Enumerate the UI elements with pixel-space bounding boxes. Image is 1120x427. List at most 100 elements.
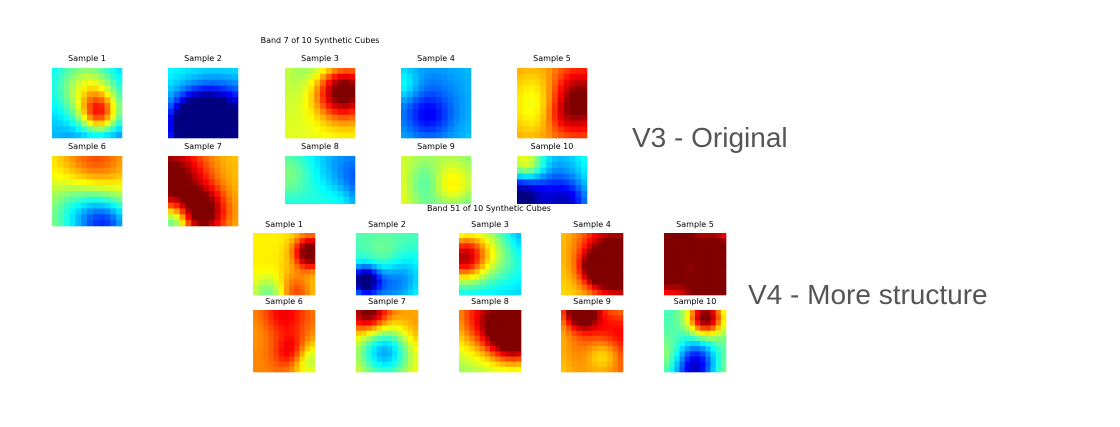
heatmap-cell [528,196,535,203]
heatmap-cell [412,233,419,239]
heatmap-cell [669,248,675,254]
heatmap-cell [232,114,239,121]
heatmap-cell [185,120,192,127]
heatmap-cell [479,264,486,270]
heatmap-cell [220,91,227,98]
heatmap-cell [674,269,680,275]
heatmap-cell [679,264,685,270]
heatmap-cell [397,320,403,326]
heatmap-cell [617,335,624,342]
heatmap-cell [515,325,522,331]
heatmap-cell [268,330,274,337]
heatmap-cell [57,196,64,203]
heatmap-cell [563,103,570,110]
heatmap-cell [705,233,711,239]
heatmap-cell [715,258,722,265]
heatmap-cell [232,167,239,174]
heatmap-cell [110,73,117,80]
heatmap-cell [81,185,88,192]
heatmap-cell [510,238,517,244]
heatmap-cell [226,179,233,186]
heatmap-cell [586,366,593,373]
heatmap-cell [517,179,524,186]
heatmap-cell [302,108,309,115]
heatmap-cell [561,335,567,342]
heatmap-cell [522,179,529,186]
heatmap-cell [441,91,448,98]
heatmap-cell [214,85,221,92]
heatmap-cell [546,103,553,110]
heatmap-cell [197,191,204,198]
heatmap-cell [602,274,608,280]
heatmap-cell [104,91,111,98]
heatmap-cell [607,351,613,357]
heatmap-cell [232,196,239,203]
heatmap-cell [331,103,338,110]
heatmap-cell [469,258,475,265]
heatmap-cell [710,315,716,321]
heatmap-cell [720,264,727,270]
heatmap-cell [561,315,567,321]
heatmap-cell [500,356,506,362]
heatmap-cell [397,330,403,337]
heatmap-cell [69,79,76,86]
heatmap-cell [495,233,501,239]
heatmap-cell [617,269,624,275]
heatmap-cell [515,279,522,285]
heatmap-cell [232,97,239,104]
heatmap-cell [534,120,541,127]
heatmap-cell [575,173,582,180]
heatmap-cell [232,132,239,139]
heatmap-cell [285,103,292,110]
heatmap-cell [500,274,506,280]
heatmap-cell [617,243,624,249]
heatmap-cell [557,179,564,186]
heatmap-cell [75,120,82,127]
heatmap-cell [586,289,593,296]
heatmap-cell [371,238,377,244]
heatmap-cell [226,167,233,174]
heatmap-cell [597,330,603,337]
heatmap-cell [87,156,94,163]
heatmap-cell [258,258,264,265]
heatmap-cell [424,185,431,192]
heatmap-cell [540,196,547,203]
heatmap-cell [98,91,105,98]
heatmap-cell [273,315,280,321]
heatmap-cell [110,132,117,139]
heatmap-cell [592,356,598,362]
heatmap-cell [517,132,524,139]
heatmap-cell [387,233,393,239]
heatmap-cell [376,284,383,291]
heatmap-cell [534,132,541,139]
heatmap-cell [469,248,475,254]
heatmap-cell [406,120,413,127]
heatmap-cell [453,91,460,98]
heatmap-cell [320,79,327,86]
heatmap-cell [253,361,259,368]
heatmap-cell [226,132,233,139]
heatmap-cell [387,243,393,249]
heatmap-cell [308,108,315,115]
heatmap-cell [304,253,311,260]
heatmap-cell [528,173,535,180]
heatmap-cell [92,79,99,86]
heatmap-cell [479,289,486,296]
heatmap-cell [459,279,465,285]
heatmap-cell [465,196,472,203]
heatmap-cell [278,366,285,373]
heatmap-cell [75,214,82,221]
heatmap-cell [308,191,315,198]
heatmap-cell [569,185,576,192]
heatmap-cell [69,220,76,227]
heatmap-cell [447,185,454,192]
heatmap-cell [674,279,680,285]
heatmap-cell [337,85,344,92]
heatmap-cell [715,274,722,280]
heatmap-cell [546,173,553,180]
heatmap-cell [715,238,722,244]
heatmap-cell [436,196,443,203]
heatmap-cell [540,103,547,110]
heatmap-cell [92,97,99,104]
heatmap-cell [500,269,506,275]
